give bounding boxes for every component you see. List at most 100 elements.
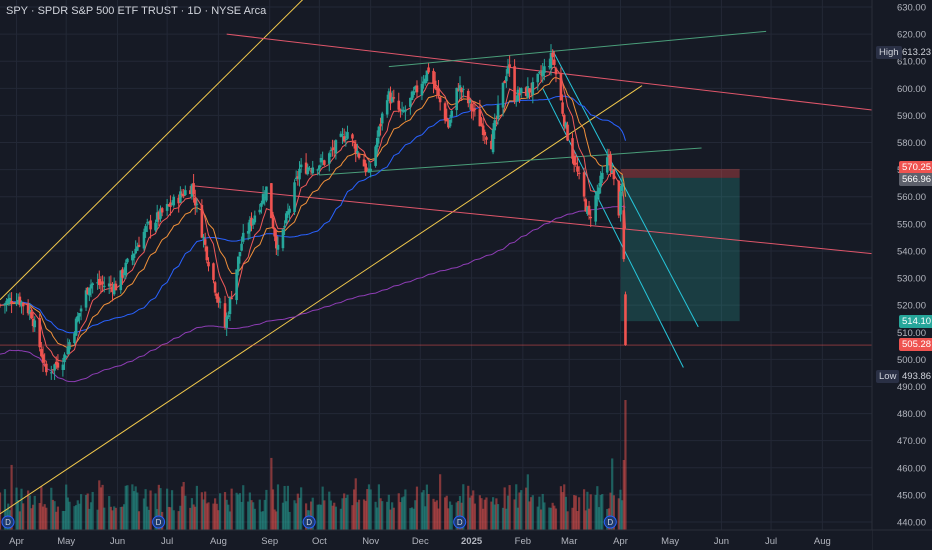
low-label: Low: [876, 370, 900, 383]
price-tick-label: 440.00: [897, 518, 926, 529]
volume-bar: [587, 508, 591, 530]
green-line-lower[interactable]: [319, 147, 702, 176]
candle-body: [271, 217, 275, 228]
volume-bar: [200, 492, 203, 530]
price-axis[interactable]: 630.00 620.00 610.00 600.00 590.00 580.00 570.…: [871, 0, 932, 550]
volume-bar: [609, 492, 612, 530]
volume-bar: [263, 499, 266, 530]
candle-body: [76, 315, 80, 322]
position-profit-zone[interactable]: [620, 177, 740, 322]
candle-body: [597, 187, 601, 195]
volume-bar: [65, 484, 68, 530]
volume-bar: [397, 493, 400, 530]
volume-bar: [28, 495, 31, 530]
cyan-trendline-outer[interactable]: [542, 88, 684, 368]
candle-body: [357, 153, 361, 158]
candle-body: [16, 299, 20, 302]
volume-bar: [478, 495, 481, 530]
candle-body: [180, 193, 184, 195]
price-axis-bg[interactable]: [872, 0, 932, 550]
time-tick-label: Jul: [765, 536, 777, 547]
volume-bar: [536, 506, 539, 530]
symbol-header[interactable]: SPY · SPDR S&P 500 ETF TRUST · 1D · NYSE…: [6, 5, 267, 17]
volume-bar: [63, 511, 66, 530]
dividend-marker-icon[interactable]: [152, 515, 166, 529]
candle-body: [331, 148, 334, 150]
volume-bar: [341, 498, 344, 530]
long-position-box[interactable]: [620, 168, 740, 322]
volume-bar: [3, 489, 7, 530]
position-target-zone[interactable]: [620, 168, 740, 178]
volume-bar: [101, 484, 104, 530]
dividend-marker-icon[interactable]: [1, 515, 15, 529]
candle-body: [503, 81, 506, 84]
dividend-marker-icon[interactable]: [603, 515, 617, 529]
candle-body: [283, 225, 286, 228]
candle-body: [122, 273, 126, 276]
cyan-trendline-steep[interactable]: [552, 50, 699, 328]
candle-body: [288, 208, 291, 213]
volume-bar: [399, 502, 402, 530]
dividend-marker-label: D: [457, 518, 463, 527]
volume-bar: [235, 492, 238, 530]
green-line-upper[interactable]: [388, 30, 767, 68]
volume-bar: [333, 502, 336, 530]
candle-body: [577, 172, 581, 175]
candle-body: [212, 263, 215, 280]
channel-lower-line[interactable]: [0, 85, 643, 515]
volume-bar: [425, 484, 428, 530]
volume-bar: [386, 501, 389, 530]
candle-body: [88, 287, 91, 296]
candle-body: [438, 97, 442, 103]
volume-bar: [276, 484, 280, 530]
candle-body: [260, 202, 263, 207]
candle-body: [119, 270, 123, 291]
volume-bar: [50, 487, 53, 530]
resistance-line-lower[interactable]: [193, 185, 873, 255]
volume-bar: [273, 509, 276, 530]
volume-bar: [563, 484, 566, 530]
time-tick-label: May: [661, 536, 679, 547]
candle-body: [298, 168, 301, 180]
volume-bar: [252, 502, 255, 530]
candle-body: [455, 87, 458, 111]
volume-bar: [564, 496, 567, 530]
candle-body: [6, 298, 10, 304]
price-tick-label: 550.00: [897, 219, 926, 230]
time-tick-label: 2025: [461, 536, 483, 547]
volume-bar: [462, 484, 465, 530]
dividend-marker-icon[interactable]: [453, 515, 467, 529]
candle-body: [605, 157, 609, 173]
candle-body: [514, 100, 518, 102]
candle-body: [107, 283, 111, 287]
candle-body: [410, 91, 414, 101]
volume-bar: [228, 511, 232, 530]
dividend-marker-icon[interactable]: [302, 515, 316, 529]
candle-body: [460, 88, 463, 93]
volume-bar: [467, 485, 470, 530]
candle-body: [367, 168, 371, 173]
candle-body: [265, 186, 268, 201]
resistance-line-upper[interactable]: [226, 33, 873, 111]
volume-bar: [480, 498, 483, 530]
candle-body: [543, 66, 546, 73]
volume-bar: [622, 460, 625, 530]
volume-bar: [73, 506, 76, 530]
candle-body: [589, 216, 593, 219]
candle-body: [97, 278, 101, 286]
volume-bar: [596, 486, 599, 530]
channel-upper-line[interactable]: [0, 0, 448, 301]
candle-body: [561, 102, 564, 114]
volume-bar: [43, 504, 46, 530]
candle-body: [137, 244, 141, 247]
volume-bar: [146, 506, 149, 530]
volume-bar: [439, 474, 442, 530]
candle-body: [528, 88, 531, 93]
candle-body: [0, 304, 2, 306]
candle-body: [380, 113, 384, 124]
time-axis[interactable]: Apr May Jun Jul Aug Sep Oct Nov Dec 2025 Feb Mar Apr…: [0, 529, 932, 550]
drawing-lines[interactable]: [0, 0, 873, 515]
time-axis-bg[interactable]: [0, 530, 872, 550]
